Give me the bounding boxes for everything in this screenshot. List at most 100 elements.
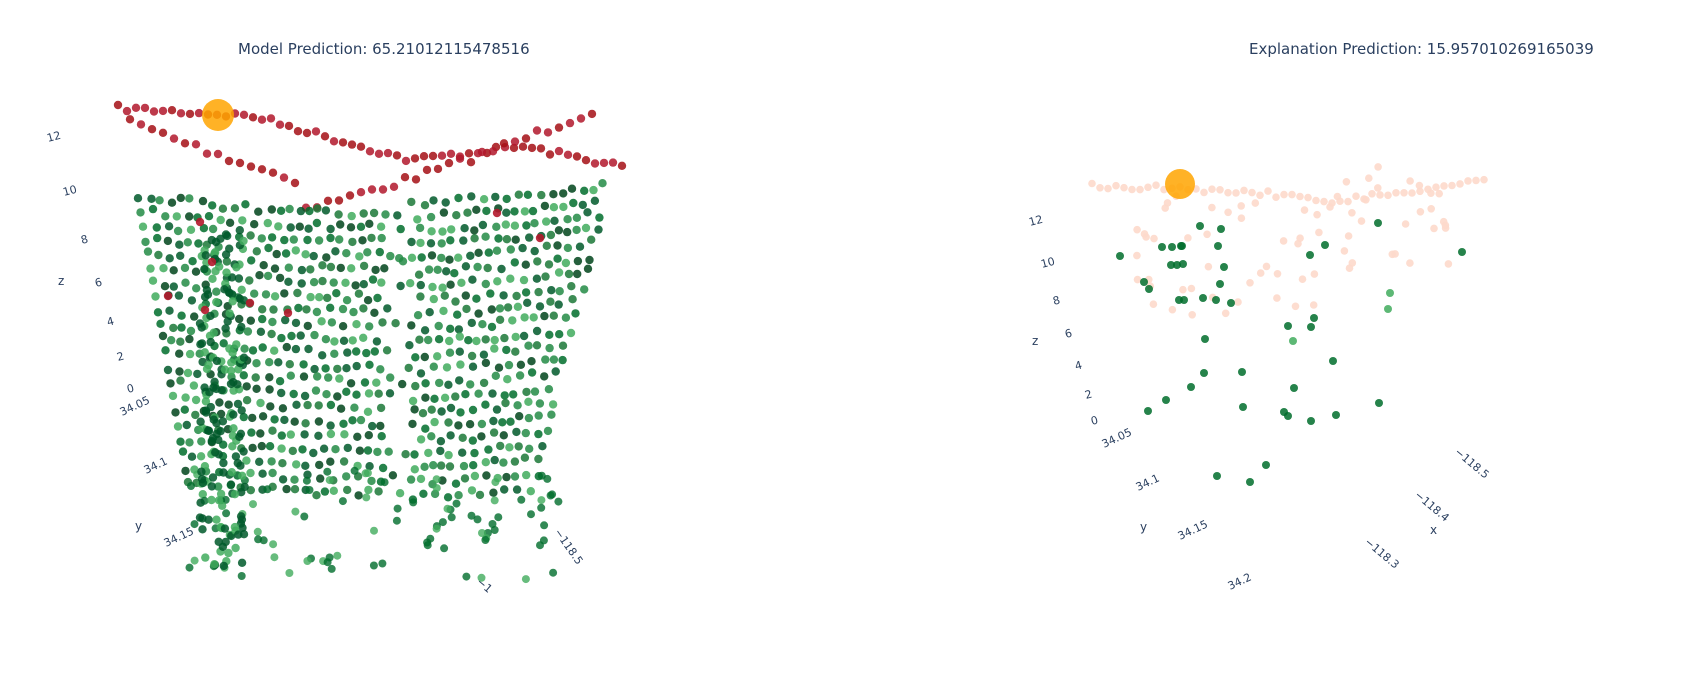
data-point (268, 468, 277, 478)
data-point (1374, 184, 1382, 192)
data-point (333, 551, 342, 560)
data-point (154, 250, 163, 260)
z-axis-label: z (1032, 334, 1038, 348)
data-point (386, 251, 395, 261)
explanation-prediction-scatter3d[interactable]: 121086420z34.0534.134.1534.2y−118.5−118.… (1000, 0, 1702, 688)
data-point (477, 432, 486, 441)
data-point (258, 469, 267, 478)
data-point (408, 419, 417, 429)
data-point (160, 282, 170, 291)
data-point (432, 484, 441, 493)
highlight-point (1165, 169, 1195, 199)
data-point (1480, 175, 1488, 184)
data-point (280, 235, 289, 245)
data-point (225, 218, 235, 227)
data-point (359, 304, 368, 313)
data-point (565, 118, 575, 128)
data-point (527, 368, 537, 377)
data-point (1088, 179, 1096, 188)
data-point (1406, 259, 1414, 267)
data-point (258, 343, 267, 352)
data-point (212, 515, 221, 524)
data-point (1352, 192, 1360, 200)
data-point (354, 289, 364, 298)
data-point (445, 255, 454, 264)
data-point (509, 390, 518, 399)
data-point (209, 383, 218, 392)
data-point (310, 364, 319, 374)
data-point (191, 395, 201, 405)
data-point (452, 211, 461, 220)
data-point (524, 397, 533, 406)
data-point (530, 246, 539, 256)
data-point (474, 248, 483, 257)
data-point (303, 470, 312, 479)
data-point (268, 317, 277, 327)
data-point (561, 313, 571, 322)
data-point (250, 289, 259, 298)
data-point (173, 226, 183, 236)
data-point (561, 258, 571, 268)
data-point (454, 491, 463, 500)
data-point (1439, 217, 1448, 226)
data-point (424, 265, 434, 274)
data-point (1304, 193, 1312, 202)
data-point (416, 474, 426, 484)
data-point (339, 457, 349, 466)
data-point (583, 208, 592, 217)
data-point (430, 394, 439, 403)
data-point (1239, 403, 1247, 411)
data-point (230, 490, 240, 499)
data-point (294, 303, 303, 313)
data-point (1251, 199, 1260, 207)
data-point (1289, 337, 1297, 345)
data-point (309, 278, 319, 287)
data-point (444, 158, 454, 168)
data-point (204, 360, 213, 370)
data-point (239, 447, 248, 456)
data-point (523, 298, 532, 307)
data-point (359, 261, 369, 271)
z-tick-label: 2 (115, 350, 125, 364)
data-point (326, 262, 336, 272)
data-point (1344, 197, 1352, 206)
data-point (547, 410, 556, 419)
data-point (378, 318, 387, 327)
data-point (146, 264, 155, 273)
data-point (563, 227, 572, 237)
data-point (481, 458, 490, 467)
data-point (1256, 269, 1265, 277)
data-point (1246, 478, 1254, 486)
data-point (453, 310, 462, 319)
data-point (243, 327, 253, 336)
data-point (289, 389, 298, 399)
data-point (163, 291, 173, 301)
data-point (266, 402, 275, 411)
data-point (535, 399, 545, 408)
data-point (381, 210, 390, 219)
data-point (1333, 192, 1342, 201)
data-point (176, 337, 185, 346)
data-point (369, 561, 378, 570)
data-point (1300, 206, 1309, 214)
data-point (237, 558, 247, 567)
data-point (1173, 261, 1181, 269)
data-point (302, 128, 312, 138)
data-point (509, 143, 519, 153)
data-point (555, 287, 564, 296)
data-point (321, 206, 331, 215)
data-point (265, 442, 275, 451)
data-point (212, 419, 221, 428)
data-point (481, 232, 490, 241)
z-tick-label: 4 (105, 315, 115, 329)
data-point (339, 336, 349, 345)
data-point (549, 190, 558, 199)
data-point (290, 178, 300, 188)
data-point (333, 392, 342, 401)
data-point (491, 478, 500, 487)
data-point (1256, 191, 1264, 200)
data-point (323, 196, 333, 205)
data-point (473, 262, 482, 272)
data-point (429, 294, 438, 304)
